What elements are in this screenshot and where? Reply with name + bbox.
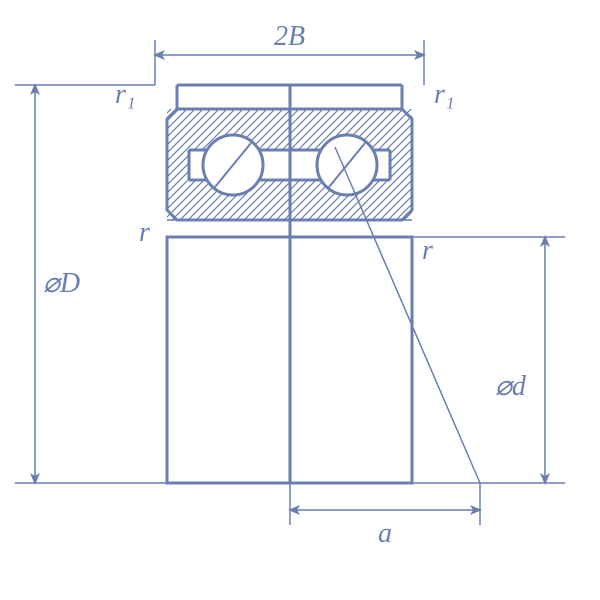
label-2B: 2B (274, 21, 305, 52)
inner-ring-left (167, 237, 290, 483)
inner-ring-right (290, 237, 412, 483)
label-d: ⌀d (495, 371, 527, 402)
label-D: ⌀D (43, 268, 80, 299)
label-a: a (378, 518, 392, 549)
label-r-left: r (139, 217, 150, 248)
bearing-cross-section-diagram: ⌀D ⌀d 2B a r₁ r₁ r r (0, 0, 600, 600)
label-r-right: r (422, 235, 433, 266)
label-r1-right: r₁ (434, 79, 455, 110)
label-r1-left: r₁ (115, 79, 136, 110)
